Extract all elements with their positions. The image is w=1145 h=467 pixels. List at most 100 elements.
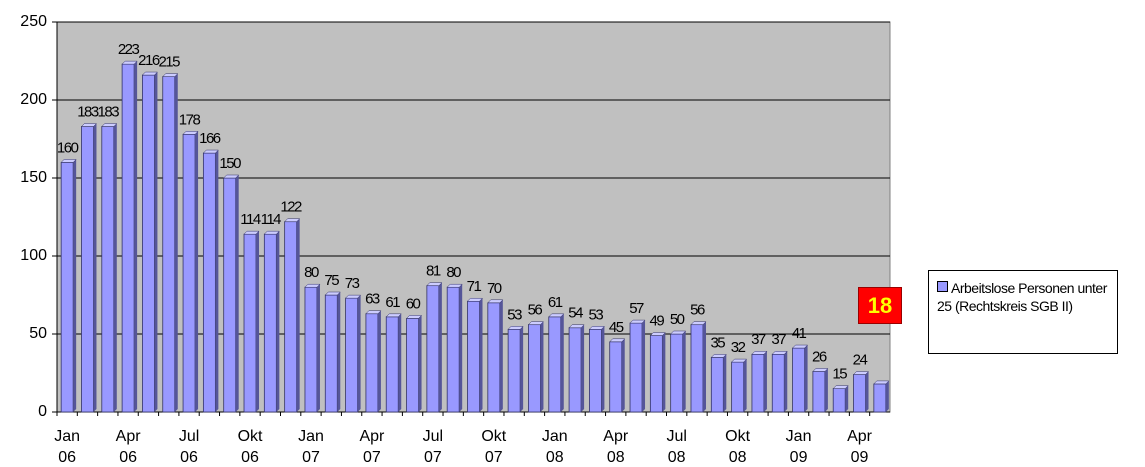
x-tick-label: 06 [119,449,137,466]
bar-top [324,291,341,296]
bar [284,221,298,413]
bar [60,161,74,413]
value-label: 166 [199,130,221,147]
value-label: 178 [179,111,201,128]
bar-top [548,313,565,318]
bar [467,300,480,413]
value-label: 114 [261,211,282,228]
bar-top [344,294,362,299]
x-tick-label: Okt [725,428,750,445]
bar-side [235,175,239,412]
value-label: 183 [98,103,120,120]
x-tick-label: Apr [359,428,385,445]
x-tick-label: Jan [54,428,80,445]
bar-side [581,324,585,412]
x-tick-label: 09 [790,449,808,466]
bar-side [642,320,646,412]
bar-top [182,131,199,135]
bar-top [568,324,585,329]
value-label: 41 [792,325,807,342]
x-tick-label: Jan [786,428,812,445]
bar-top [791,344,809,349]
value-label: 53 [589,306,604,323]
value-label: 56 [690,302,705,319]
value-label: 81 [426,263,441,280]
y-tick-label: 250 [20,13,47,30]
bar-side [113,123,117,413]
value-label: 63 [365,291,380,308]
bar-top [690,321,707,325]
bar-top [121,60,138,65]
bar-top [710,354,727,358]
bar-side [256,231,260,412]
bar-top [629,319,646,324]
value-label: 215 [158,54,180,71]
value-label: 57 [629,300,644,317]
value-label: 114 [240,211,261,228]
y-tick-label: 150 [20,169,47,186]
value-label: 216 [138,52,160,69]
bar-side [357,295,361,412]
bar [487,302,501,413]
bar [812,371,826,413]
bar-side [174,73,178,412]
bar-top [202,149,219,154]
bar-side [804,345,808,412]
bar-side [845,385,849,412]
value-label: 75 [324,272,339,289]
bar-side [73,159,77,412]
bar-top [263,230,280,235]
legend: Arbeitslose Personen unter 25 (Rechtskre… [928,270,1118,354]
bar [202,152,216,413]
value-label: 223 [118,41,140,58]
bar-top [446,283,463,288]
bar-top [751,351,768,355]
bar-top [507,326,524,330]
bar-side [743,359,747,412]
bar [365,313,379,413]
bar-top [141,71,159,76]
bar [832,388,846,413]
value-label: 32 [731,339,746,356]
bar-top [609,338,626,343]
bar-top [284,218,301,222]
bar-side [662,332,666,412]
x-tick-label: 09 [851,449,869,466]
x-tick-label: 06 [180,449,198,466]
x-tick-label: 06 [241,449,259,466]
x-tick-label: 08 [729,449,747,466]
value-label: 26 [812,348,827,365]
bar-side [865,371,869,412]
bar-top [304,283,321,288]
bar-side [784,351,788,412]
bar-top [649,332,666,336]
bar-top [101,123,118,127]
bar-top [60,159,77,163]
y-tick-label: 50 [29,325,47,342]
bar-top [731,358,748,363]
bar [609,341,623,413]
bar-top [832,385,849,389]
bar-side [134,61,138,413]
bar [324,294,338,413]
x-tick-label: Jan [542,428,568,445]
bar [507,328,521,413]
value-label: 71 [467,278,482,295]
x-tick-label: 07 [302,449,320,466]
y-tick-label: 100 [20,247,47,264]
bar-side [540,321,544,412]
x-tick-label: Okt [238,428,263,445]
value-label: 49 [650,313,665,330]
value-label: 61 [548,294,563,311]
bar [142,74,155,413]
bar-top [426,282,443,286]
bar-side [479,298,483,412]
bar-top [385,313,402,318]
bar-side [763,351,767,412]
value-label: 80 [304,264,319,281]
bar-side [316,284,320,412]
x-tick-label: 06 [58,449,76,466]
bar [406,317,419,413]
bar-side [459,284,463,412]
bar-side [93,123,97,413]
